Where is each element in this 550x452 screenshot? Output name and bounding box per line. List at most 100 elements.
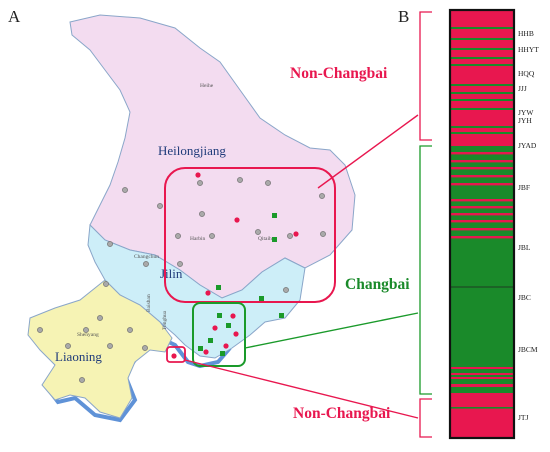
city-dot (209, 233, 215, 239)
admixture-stripe (451, 228, 513, 231)
sample-marker (212, 325, 218, 331)
connector-line (317, 114, 419, 189)
heilongjiang-label: Heilongjiang (158, 143, 226, 158)
population-label: JBCM (518, 345, 538, 354)
admixture-stripe (451, 108, 513, 110)
sample-marker (205, 290, 211, 296)
panel-label-a: A (8, 7, 21, 26)
sample-marker (216, 285, 221, 290)
group-label-non-changbai-top: Non-Changbai (290, 65, 388, 82)
admixture-stripe (451, 373, 513, 375)
admixture-stripe (451, 160, 513, 163)
admixture-stripe (451, 64, 513, 66)
sample-marker (230, 313, 236, 319)
population-label: JTJ (518, 413, 529, 422)
city-dot (107, 241, 113, 247)
sample-marker (217, 313, 222, 318)
sample-marker (293, 231, 299, 237)
city-dot (199, 211, 205, 217)
city-dot (237, 177, 243, 183)
city-dot (283, 287, 289, 293)
bar-frame (448, 8, 516, 440)
admixture-stripe (451, 213, 513, 216)
city-dot (97, 315, 103, 321)
group-label-changbai: Changbai (345, 276, 410, 293)
city-dot (157, 203, 163, 209)
admixture-stripe (451, 57, 513, 59)
population-label: JJJ (518, 84, 527, 93)
admixture-stripe (451, 84, 513, 86)
population-label: JYAD (518, 141, 537, 150)
sample-marker (198, 346, 203, 351)
city-dot (320, 231, 326, 237)
sample-marker (223, 343, 229, 349)
admixture-stripe (451, 27, 513, 29)
sample-marker (220, 351, 225, 356)
city-dot (175, 233, 181, 239)
population-label: JBL (518, 243, 531, 252)
sample-marker (279, 313, 284, 318)
admixture-stripe (451, 407, 513, 409)
admixture-stripe (451, 384, 513, 387)
map: Heilongjiang Jilin Liaoning Heihe Harbin… (27, 14, 356, 423)
admixture-stripe (451, 99, 513, 101)
city-dot (287, 233, 293, 239)
bracket-non-changbai-bottom (419, 398, 432, 438)
admixture-stripe (451, 38, 513, 40)
admixture-stripe (451, 92, 513, 94)
admixture-stripe (451, 48, 513, 50)
city-dot (319, 193, 325, 199)
city-dot (65, 343, 71, 349)
sample-marker (234, 217, 240, 223)
sample-marker (259, 296, 264, 301)
city-dot (83, 327, 89, 333)
city-label-harbin: Harbin (190, 236, 206, 242)
sample-marker (208, 338, 213, 343)
non-changbai-sample-markers (171, 172, 299, 359)
population-label: HHB (518, 29, 534, 38)
population-label: HQQ (518, 69, 535, 78)
bracket-non-changbai-top (419, 11, 432, 141)
city-label-qitaihe: Qitaihe (258, 236, 275, 242)
admixture-stripe (451, 236, 513, 239)
non-changbai-north-box (164, 167, 336, 303)
admixture-stripes (451, 27, 513, 409)
population-label: JYW (518, 108, 534, 117)
population-label: HHYT (518, 45, 539, 54)
city-dot (37, 327, 43, 333)
sample-marker (203, 349, 209, 355)
city-dot (197, 180, 203, 186)
connector-line (244, 312, 419, 349)
admixture-stripe (451, 367, 513, 369)
sample-marker (226, 323, 231, 328)
city-dot (177, 261, 183, 267)
admixture-stripe (451, 220, 513, 223)
changbai-box (192, 302, 246, 367)
sample-marker (272, 213, 277, 218)
city-label-shenyang: Shenyang (77, 332, 99, 338)
city-dot (265, 180, 271, 186)
admixture-stripe (451, 206, 513, 209)
bracket-changbai (419, 145, 432, 395)
city-dot (127, 327, 133, 333)
population-label: JYH (518, 116, 532, 125)
admixture-stripe (451, 126, 513, 128)
bar-changbai-block (450, 146, 514, 393)
ancestry-bar (448, 8, 516, 440)
connector-line (184, 359, 419, 419)
jilin-label: Jilin (160, 266, 183, 281)
group-label-non-changbai-bottom: Non-Changbai (293, 405, 391, 422)
sample-marker (272, 237, 277, 242)
sample-marker (195, 172, 201, 178)
city-dot (142, 345, 148, 351)
sample-marker (233, 331, 239, 337)
city-label-changchun: Changchun (134, 254, 159, 260)
city-dot (122, 187, 128, 193)
city-dot (255, 229, 261, 235)
city-label-tonghua: Tonghua (162, 310, 168, 330)
panel-label-b: B (398, 7, 409, 26)
admixture-stripe (451, 377, 513, 379)
liaoning-region (27, 279, 173, 419)
